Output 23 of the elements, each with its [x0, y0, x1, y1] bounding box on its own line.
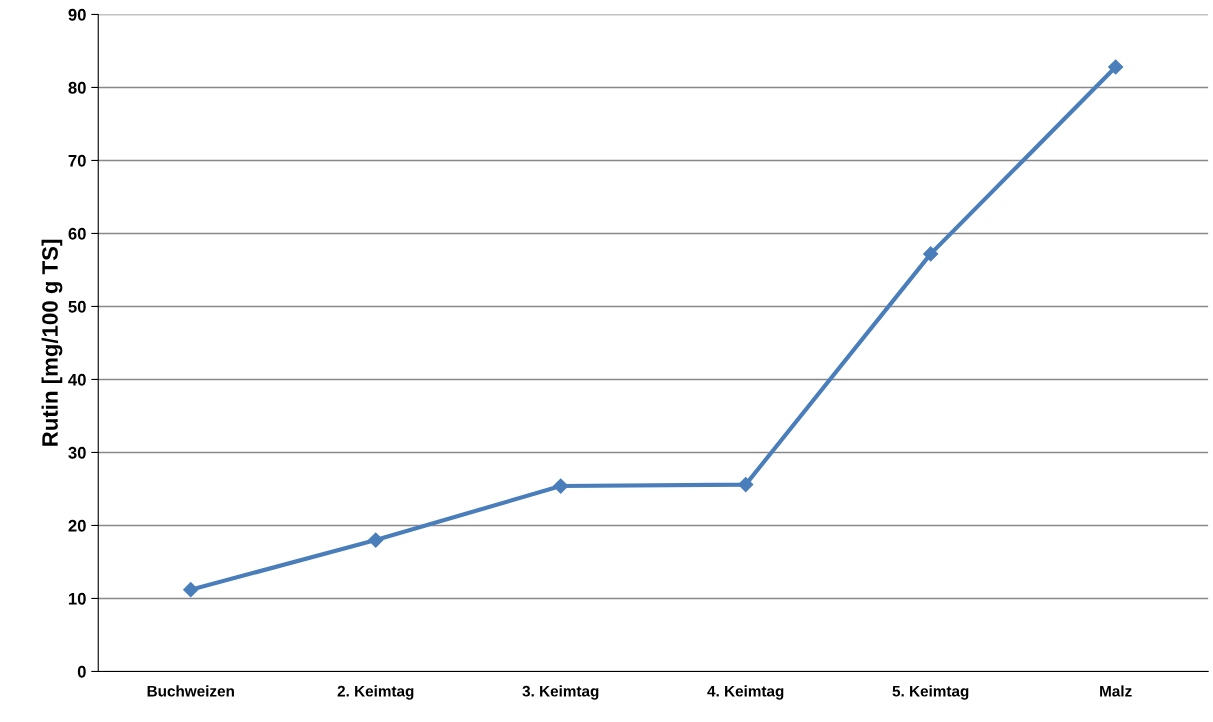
- x-tick-label: Buchweizen: [147, 685, 234, 697]
- y-tick-label: 80: [68, 81, 86, 94]
- point: [738, 477, 754, 493]
- y-tick-label: 10: [68, 592, 86, 605]
- x-tick-label: 5. Keimtag: [892, 685, 969, 700]
- y-axis-title: Rutin [mg/100 g TS]: [41, 239, 63, 446]
- y-tick-label: 30: [68, 446, 86, 459]
- point: [183, 582, 199, 598]
- point: [1108, 59, 1124, 75]
- y-tick-label: 60: [68, 227, 86, 240]
- y-tick-label: 90: [68, 8, 86, 21]
- x-tick-label: 2. Keimtag: [337, 685, 414, 700]
- x-tick-label: 3. Keimtag: [522, 685, 599, 700]
- y-tick-label: 40: [68, 373, 86, 386]
- y-tick-label: 0: [77, 665, 86, 678]
- y-tick-label: 50: [68, 300, 86, 313]
- y-tick-label: 20: [68, 519, 86, 532]
- point: [368, 532, 384, 548]
- point: [553, 478, 569, 494]
- point: [923, 246, 939, 262]
- x-tick-label: Malz: [1100, 685, 1132, 697]
- x-tick-label: 4. Keimtag: [707, 685, 784, 700]
- y-tick-label: 70: [68, 154, 86, 167]
